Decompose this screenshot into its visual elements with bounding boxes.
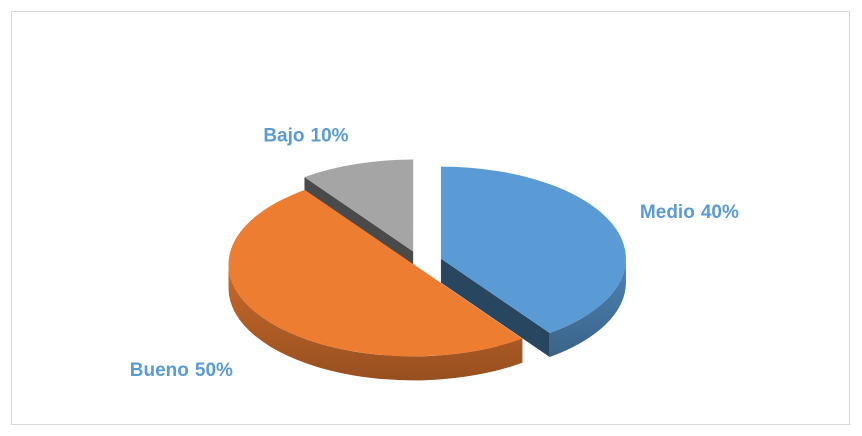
slice-label: Bueno 50% (130, 360, 233, 381)
slice-label-value: 50% (195, 360, 233, 381)
slice-label-category: Bajo (263, 125, 304, 146)
slice (440, 166, 626, 334)
pie-labels: Medio 40% Bueno 50% Bajo 10% (130, 125, 739, 381)
slice-label-category: Bueno (130, 360, 189, 381)
pie-tops (228, 159, 626, 357)
slice-label: Medio 40% (640, 202, 739, 223)
slice-label-value: 40% (701, 202, 739, 223)
slice (304, 159, 414, 252)
slice-side-shade (549, 258, 626, 358)
slice (228, 189, 523, 357)
slice-side-shade (228, 264, 523, 381)
slice-label: Bajo 10% (263, 125, 348, 146)
slice-wall (440, 258, 550, 358)
slice-label-value: 10% (311, 125, 349, 146)
slice-label-category: Medio (640, 202, 695, 223)
